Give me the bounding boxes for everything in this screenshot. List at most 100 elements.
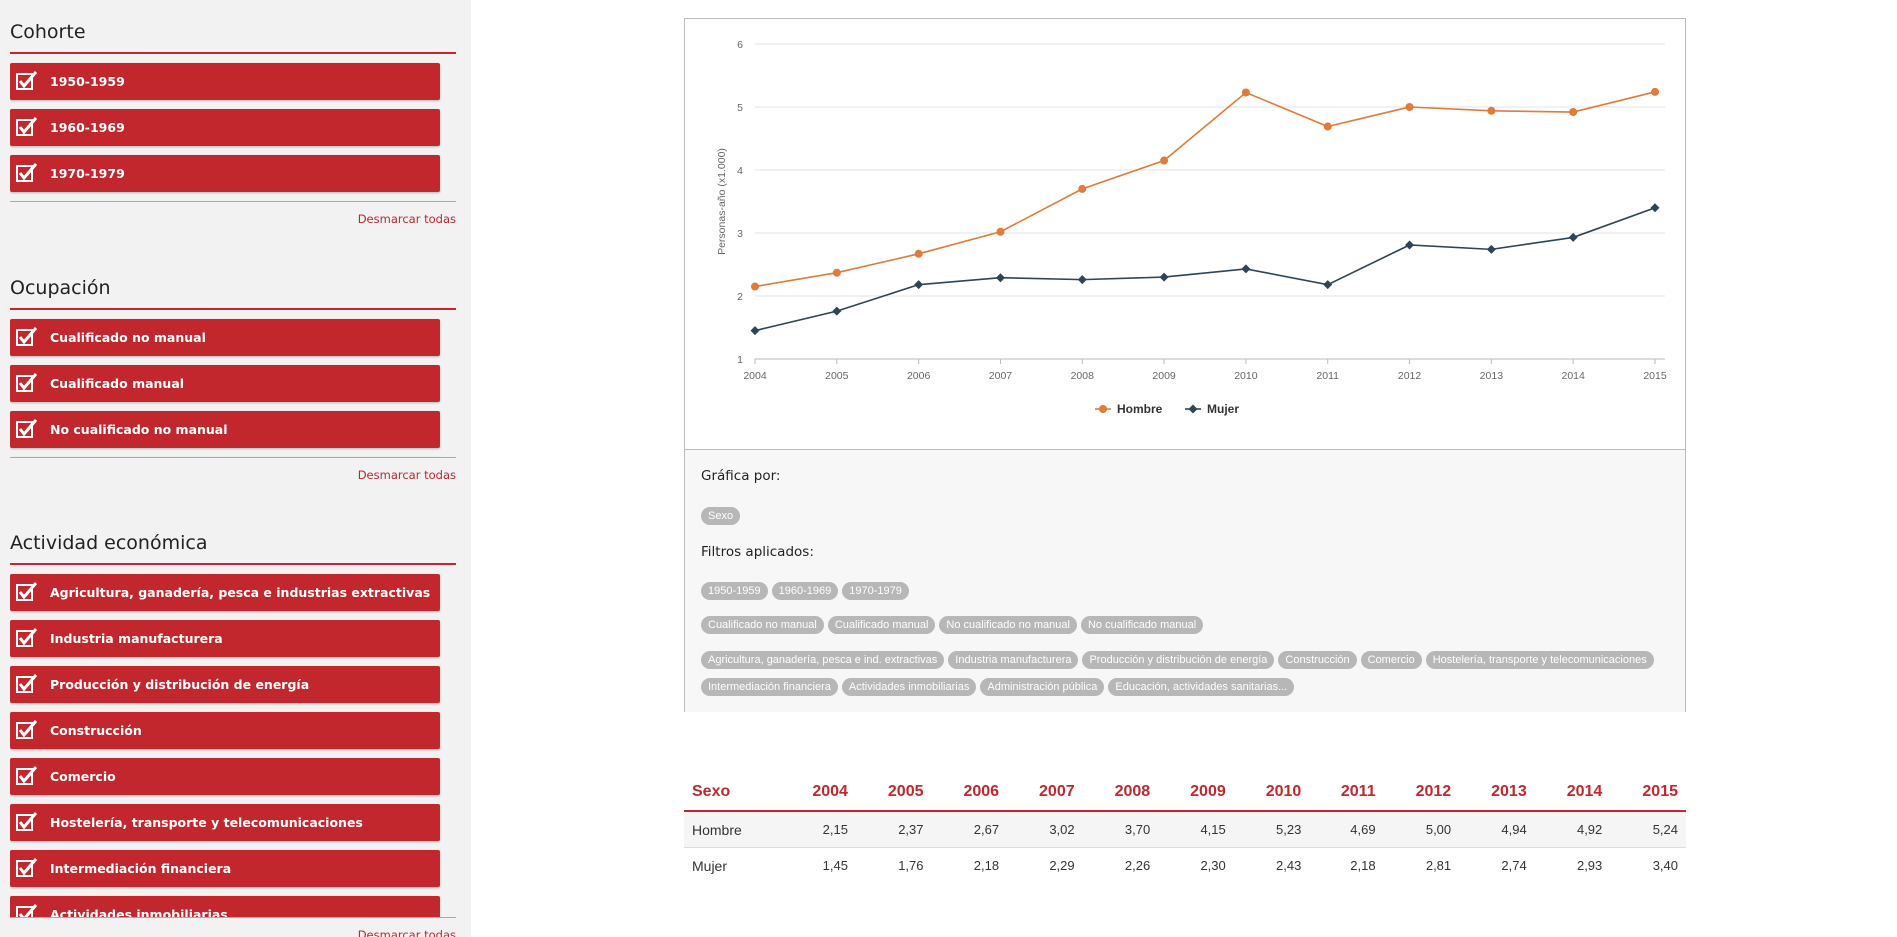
y-tick-label: 5	[737, 102, 743, 114]
unmark-all-link[interactable]: Desmarcar todas	[357, 212, 456, 226]
table-header-cell: 2009	[1190, 783, 1226, 800]
table-header-cell: 2014	[1566, 783, 1603, 800]
table-header-cell: 2010	[1265, 783, 1302, 800]
checkbox-checked-icon[interactable]	[16, 373, 38, 393]
data-point-mujer	[914, 280, 924, 290]
table-header-cell: 2011	[1340, 783, 1376, 800]
grafica-label: Gráfica por:	[701, 468, 781, 484]
filter-checkbox-item[interactable]: No cualificado manual	[10, 457, 440, 458]
filter-checkbox-item[interactable]: Comercio	[10, 758, 440, 795]
filter-chips-cohorte: 1950-1959 1960-1969 1970-1979	[701, 579, 1671, 606]
unmark-all-link[interactable]: Desmarcar todas	[357, 468, 456, 482]
checkbox-checked-icon[interactable]	[16, 904, 38, 917]
section-title: Actividad económica	[10, 532, 208, 554]
filter-item-label: Producción y distribución de energía	[50, 677, 310, 692]
table-cell: 4,15	[1200, 822, 1226, 837]
checkbox-list[interactable]: Agricultura, ganadería, pesca e industri…	[10, 565, 456, 918]
section-cohorte: Cohorte 1950-1959 1960-1969 1970-1979 Desm…	[10, 18, 456, 226]
checkbox-checked-icon[interactable]	[16, 582, 38, 602]
filter-checkbox-item[interactable]: Intermediación financiera	[10, 850, 440, 887]
section-title: Ocupación	[10, 277, 111, 299]
filter-chip: Intermediación financiera	[701, 678, 838, 696]
data-point-mujer	[1405, 240, 1415, 250]
filter-item-label: Comercio	[50, 769, 116, 784]
y-tick-label: 6	[737, 39, 743, 51]
checkbox-checked-icon[interactable]	[16, 812, 38, 832]
filter-chips-ocupacion: Cualificado no manual Cualificado manual N…	[701, 613, 1671, 640]
filter-checkbox-item[interactable]: 1960-1969	[10, 109, 440, 146]
checkbox-checked-icon[interactable]	[16, 858, 38, 878]
filter-checkbox-item[interactable]: 1950-1959	[10, 63, 440, 100]
checkbox-checked-icon[interactable]	[16, 71, 38, 91]
filter-checkbox-item[interactable]: Cualificado manual	[10, 365, 440, 402]
checkbox-checked-icon[interactable]	[16, 720, 38, 740]
filter-chip: Actividades inmobiliarias	[841, 678, 977, 696]
data-point-mujer	[995, 273, 1005, 283]
checkbox-checked-icon[interactable]	[16, 766, 38, 786]
filter-checkbox-item[interactable]: Actividades inmobiliarias	[10, 896, 440, 917]
table-cell: 2,29	[1049, 858, 1075, 873]
checkbox-checked-icon[interactable]	[16, 419, 38, 439]
filter-chip: Producción y distribución de energía	[1082, 651, 1275, 669]
checkbox-checked-icon[interactable]	[16, 674, 38, 694]
table-cell: 3,70	[1124, 822, 1151, 837]
table-header-cell: 2012	[1415, 783, 1452, 800]
data-point-mujer	[1077, 275, 1087, 285]
legend-label-hombre[interactable]: Hombre	[1117, 402, 1163, 416]
filter-chip: Construcción	[1278, 651, 1357, 669]
filter-checkbox-item[interactable]: Industria manufacturera	[10, 620, 440, 657]
table-cell: 2,37	[898, 822, 924, 837]
filter-checkbox-item[interactable]: Cualificado no manual	[10, 319, 440, 356]
unmark-all-link[interactable]: Desmarcar todas	[357, 928, 456, 937]
data-table: Sexo 2004 2005 2006 2007 2008 2009 2010 2011 2012…	[684, 774, 1686, 883]
x-tick-label: 2010	[1234, 370, 1258, 382]
table-header-cell: 2015	[1642, 783, 1678, 800]
section-title: Cohorte	[10, 21, 86, 43]
filter-item-label: Cualificado no manual	[50, 330, 206, 345]
table-cell: 3,02	[1049, 822, 1075, 837]
filter-item-label: No cualificado manual	[50, 457, 206, 458]
table-cell: 2,43	[1276, 858, 1302, 873]
filter-checkbox-item[interactable]: Agricultura, ganadería, pesca e industri…	[10, 574, 440, 611]
legend-label-mujer[interactable]: Mujer	[1207, 402, 1239, 416]
filter-checkbox-item[interactable]: Producción y distribución de energía	[10, 666, 440, 703]
section-divider	[10, 52, 456, 54]
data-point-hombre	[996, 227, 1005, 236]
checkbox-list[interactable]: 1950-1959 1960-1969 1970-1979	[10, 54, 456, 202]
data-point-mujer	[832, 306, 842, 316]
filter-item-label: Hostelería, transporte y telecomunicacio…	[50, 815, 363, 830]
table-cell: 1,76	[898, 858, 924, 873]
data-point-mujer	[1323, 280, 1333, 290]
filter-chips-actividad: Agricultura, ganadería, pesca e ind. ext…	[701, 648, 1671, 702]
filter-checkbox-item[interactable]: 1970-1979	[10, 155, 440, 192]
section-divider	[10, 563, 456, 565]
filter-checkbox-item[interactable]: No cualificado no manual	[10, 411, 440, 448]
checkbox-checked-icon[interactable]	[16, 327, 38, 347]
data-point-hombre	[751, 282, 759, 291]
filter-chip: Cualificado manual	[827, 616, 936, 634]
section-actividad: Actividad económica Agricultura, ganader…	[10, 529, 456, 937]
table-cell: 2,18	[1350, 858, 1376, 873]
filter-checkbox-item[interactable]: Hostelería, transporte y telecomunicacio…	[10, 804, 440, 841]
checkbox-list[interactable]: Cualificado no manual Cualificado manual N…	[10, 310, 456, 458]
x-tick-label: 2009	[1152, 370, 1176, 382]
data-point-hombre	[1078, 184, 1087, 193]
checkbox-checked-icon[interactable]	[16, 117, 38, 137]
checkbox-checked-icon[interactable]	[16, 163, 38, 183]
table-cell: 5,24	[1652, 822, 1678, 837]
filter-chip: 1950-1959	[701, 582, 768, 600]
table-cell: 3,40	[1652, 858, 1678, 873]
chart-info-panel: Gráfica por: Sexo Filtros aplicados: 195…	[685, 449, 1685, 712]
filter-item-label: Construcción	[50, 723, 142, 738]
section-divider	[10, 308, 456, 310]
table-cell: 5,23	[1276, 822, 1302, 837]
filter-chip: No cualificado manual	[1080, 616, 1204, 634]
y-tick-label: 4	[737, 165, 743, 177]
legend-marker-hombre	[1099, 405, 1107, 413]
checkbox-checked-icon[interactable]	[16, 628, 38, 648]
filter-checkbox-item[interactable]: Construcción	[10, 712, 440, 749]
table-cell: 2,26	[1124, 858, 1151, 873]
x-tick-label: 2011	[1316, 370, 1339, 382]
filter-item-label: Industria manufacturera	[50, 631, 223, 646]
legend-marker-mujer	[1188, 404, 1198, 414]
